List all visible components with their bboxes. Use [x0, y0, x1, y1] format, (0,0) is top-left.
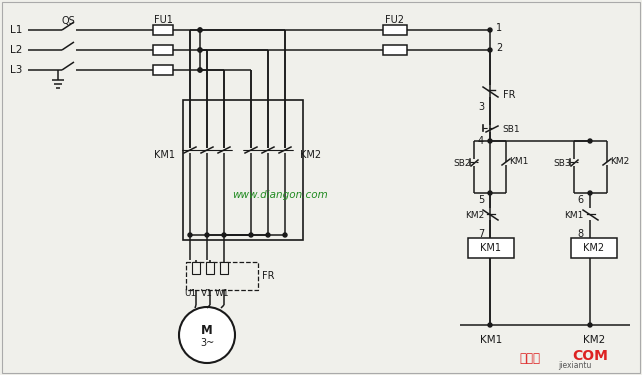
Circle shape [488, 323, 492, 327]
Circle shape [179, 307, 235, 363]
Bar [383, 25, 407, 35]
Text: QS: QS [61, 16, 75, 26]
Text: W1: W1 [214, 290, 229, 298]
Text: 1: 1 [496, 23, 502, 33]
Circle shape [188, 233, 192, 237]
Bar [206, 262, 214, 274]
Circle shape [488, 28, 492, 32]
Text: SB1: SB1 [502, 126, 519, 135]
Bar [571, 238, 617, 258]
Text: FR: FR [503, 90, 516, 100]
Bar [153, 45, 173, 55]
Circle shape [488, 139, 492, 143]
Bar [186, 262, 258, 290]
Text: KM2: KM2 [465, 211, 484, 220]
Text: FU2: FU2 [385, 15, 404, 25]
Text: KM2: KM2 [300, 150, 321, 160]
Text: KM2: KM2 [583, 335, 605, 345]
Circle shape [588, 139, 592, 143]
Text: L3: L3 [10, 65, 22, 75]
Bar [153, 65, 173, 75]
Text: 4: 4 [478, 136, 484, 146]
Text: 3~: 3~ [200, 338, 214, 348]
Text: KM1: KM1 [480, 243, 501, 253]
Text: KM2: KM2 [584, 243, 605, 253]
Text: KM1: KM1 [480, 335, 502, 345]
Text: KM2: KM2 [610, 158, 629, 166]
Text: FR: FR [262, 271, 275, 281]
Text: V1: V1 [201, 290, 213, 298]
Text: SB2: SB2 [453, 159, 471, 168]
Bar [220, 262, 228, 274]
Circle shape [198, 68, 202, 72]
Text: KM1: KM1 [564, 211, 584, 220]
Text: KM1: KM1 [154, 150, 175, 160]
Bar [468, 238, 514, 258]
Text: 8: 8 [578, 229, 584, 239]
Text: www.diangon.com: www.diangon.com [232, 190, 328, 200]
Text: U1: U1 [184, 290, 196, 298]
Text: COM: COM [572, 349, 608, 363]
Circle shape [198, 48, 202, 52]
Circle shape [488, 48, 492, 52]
Circle shape [249, 233, 253, 237]
Text: jiexiantu: jiexiantu [559, 362, 592, 370]
Circle shape [198, 68, 202, 72]
Circle shape [205, 233, 209, 237]
Text: L1: L1 [10, 25, 22, 35]
Text: L2: L2 [10, 45, 22, 55]
Text: 2: 2 [496, 43, 502, 53]
Circle shape [198, 48, 202, 52]
Circle shape [588, 191, 592, 195]
Circle shape [283, 233, 287, 237]
Text: SB3: SB3 [553, 159, 571, 168]
Text: 3: 3 [478, 102, 484, 112]
Text: 接线图: 接线图 [519, 351, 541, 364]
Text: FU1: FU1 [153, 15, 173, 25]
Bar [183, 100, 303, 240]
Text: M: M [201, 324, 213, 336]
Circle shape [198, 28, 202, 32]
Text: KM1: KM1 [509, 158, 528, 166]
Circle shape [198, 28, 202, 32]
Text: 6: 6 [578, 195, 584, 205]
Bar [153, 25, 173, 35]
Circle shape [588, 323, 592, 327]
Circle shape [222, 233, 226, 237]
Text: 5: 5 [478, 195, 484, 205]
Circle shape [488, 191, 492, 195]
Bar [383, 45, 407, 55]
Text: 7: 7 [478, 229, 484, 239]
Circle shape [266, 233, 270, 237]
Bar [192, 262, 200, 274]
